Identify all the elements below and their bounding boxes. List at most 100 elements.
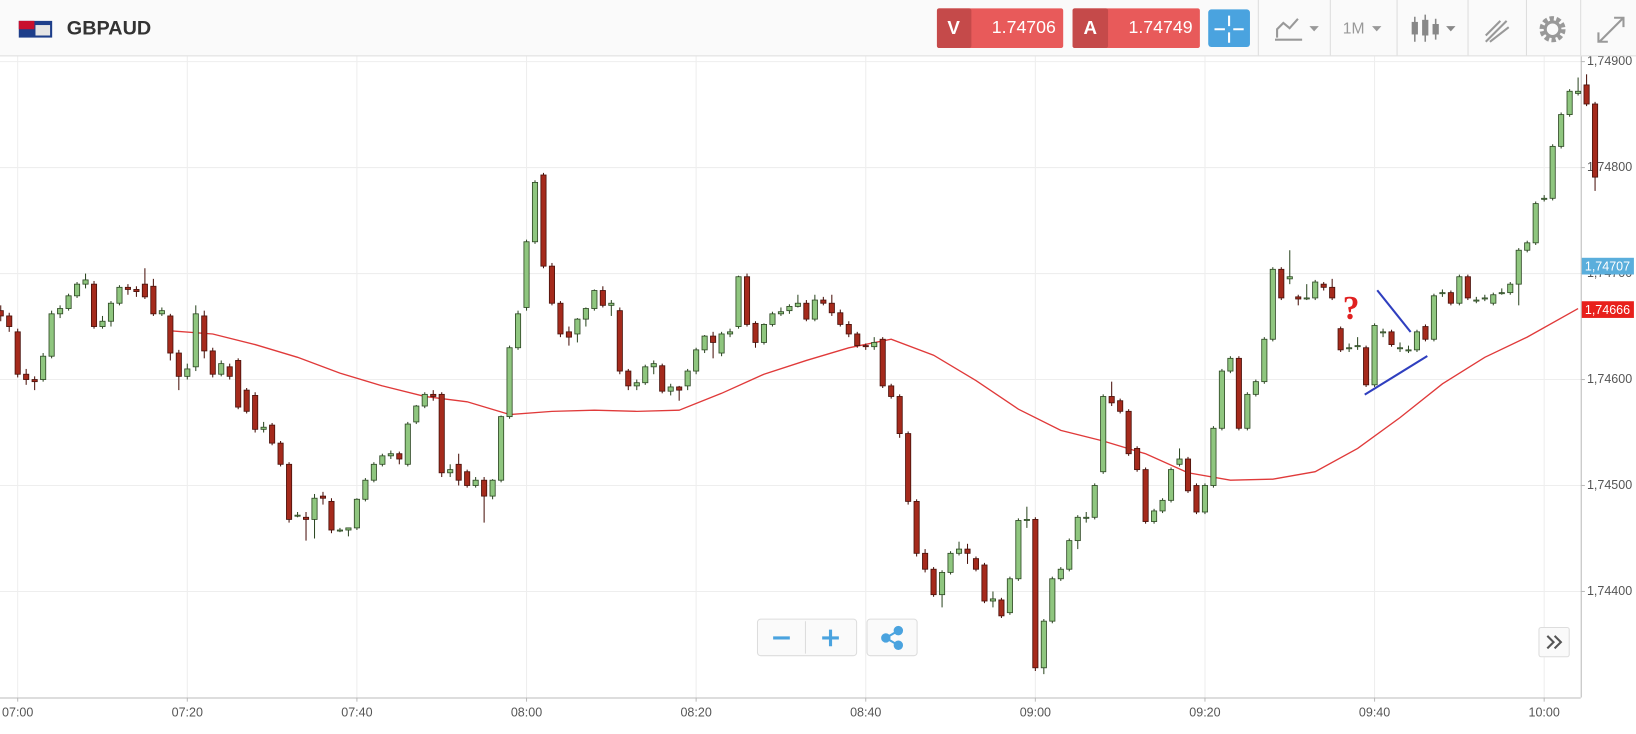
candle-body (1023, 518, 1030, 521)
candle-body (65, 295, 72, 309)
chart-type-button[interactable] (1274, 18, 1319, 41)
candle-body (989, 598, 996, 602)
draw-button[interactable] (1485, 20, 1510, 43)
candle-body (99, 320, 106, 327)
candle-body (1151, 510, 1158, 522)
candle-body (1134, 447, 1141, 471)
candle-body (777, 311, 784, 315)
candle-body (1176, 458, 1183, 465)
candle-body (1227, 357, 1234, 372)
candle-body (1396, 347, 1404, 350)
candle-body (269, 424, 276, 444)
candle-body (498, 416, 505, 481)
fullscreen-button[interactable] (1597, 16, 1625, 43)
timeframe-button[interactable]: 1M (1343, 20, 1382, 37)
candle-body (413, 405, 420, 423)
x-tick-label: 07:00 (2, 705, 33, 719)
candle-body (1413, 331, 1420, 351)
candle-body (1210, 427, 1217, 486)
candle-body (1057, 568, 1064, 580)
candle-body (735, 276, 742, 327)
candle-body (57, 308, 64, 315)
candle-body (718, 333, 725, 354)
candle-body (633, 382, 640, 387)
candle-body (226, 366, 233, 377)
candle-body (1295, 296, 1302, 300)
candle-body (311, 497, 318, 520)
candle-body (1218, 370, 1225, 429)
candle-body (760, 324, 768, 343)
candle-body (1278, 268, 1285, 299)
y-tick-label: 1,74600 (1587, 372, 1632, 386)
zoom-controls (756, 618, 918, 657)
y-tick-label: 1,74400 (1587, 584, 1632, 598)
candle-body (1354, 345, 1361, 348)
candle-body (540, 174, 547, 267)
candle-body (40, 355, 47, 380)
candle-body (701, 335, 708, 351)
candle-body (1252, 381, 1259, 395)
scroll-right-button[interactable] (1538, 626, 1570, 658)
candle-body (150, 285, 157, 315)
x-tick-label: 08:00 (511, 705, 542, 719)
candle-body (481, 479, 488, 497)
candle-body (1490, 294, 1497, 304)
candle-body (820, 299, 827, 304)
candle-body (1286, 276, 1293, 280)
toolbar-dividers (1257, 0, 1582, 56)
candle-body (472, 479, 479, 486)
candle-body (837, 312, 844, 325)
candle-body (1040, 620, 1047, 669)
candle-body (1541, 197, 1548, 200)
candle-body (710, 335, 717, 343)
candle-body (1083, 516, 1090, 519)
candle-body (184, 368, 191, 377)
share-button[interactable] (881, 625, 904, 650)
candle-body (379, 455, 386, 465)
candle-body (116, 286, 123, 304)
candle-body (1575, 90, 1582, 94)
candle-body (218, 363, 225, 375)
x-tick-label: 09:40 (1359, 705, 1390, 719)
sell-button[interactable]: V 1.74706 (936, 8, 1064, 49)
candle-body (328, 500, 335, 531)
candle-body (1405, 349, 1412, 352)
candle-body (667, 386, 674, 392)
candle-type-button[interactable] (1411, 14, 1456, 42)
plot: 1,74707 1,74666 (0, 74, 1634, 675)
candle-body (1032, 518, 1039, 669)
candle-body (1269, 268, 1276, 340)
candle-body (1422, 326, 1429, 340)
price-tag-label: 1,74707 (1585, 259, 1630, 273)
candle-body (930, 568, 937, 596)
candle-body (616, 310, 623, 372)
candle-body (676, 386, 683, 391)
candle-body (1337, 328, 1344, 351)
buy-button[interactable]: A 1.74749 (1072, 8, 1200, 49)
y-tick-label: 1,74800 (1587, 160, 1632, 174)
candle-body (599, 290, 606, 306)
candle-body (1592, 103, 1599, 178)
candle-body (557, 302, 564, 335)
settings-button[interactable] (1539, 16, 1566, 43)
x-tick-label: 09:00 (1020, 705, 1051, 719)
candle-body (1303, 297, 1310, 300)
x-tick-label: 08:20 (680, 705, 711, 719)
candle-body (362, 479, 369, 500)
candle-body (370, 463, 377, 481)
buy-label-bg (1072, 8, 1109, 49)
candle-body (565, 331, 572, 338)
candle-body (998, 599, 1005, 617)
candle-body (252, 395, 259, 430)
candle-body (1201, 485, 1208, 513)
candle-body (1481, 297, 1488, 300)
candle-body (1117, 400, 1124, 412)
candle-body (1091, 485, 1098, 518)
crosshair-button[interactable] (1208, 9, 1250, 47)
candle-body (523, 241, 530, 308)
candle-body (981, 564, 988, 602)
zoom-in[interactable] (822, 629, 839, 647)
candle-body (1346, 347, 1353, 350)
candle-body (1108, 396, 1115, 404)
